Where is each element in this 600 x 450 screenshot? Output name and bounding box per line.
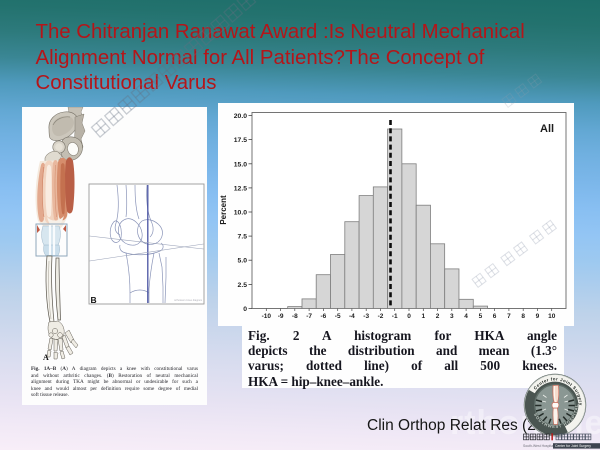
svg-text:-6: -6 (321, 313, 327, 320)
svg-text:7: 7 (507, 313, 511, 320)
svg-text:Center for Joint Surgery: Center for Joint Surgery (555, 444, 591, 448)
svg-text:15.0: 15.0 (234, 161, 247, 168)
svg-text:7.5: 7.5 (238, 234, 248, 241)
svg-text:South-West Hospital: South-West Hospital (523, 444, 554, 448)
svg-text:-9: -9 (278, 313, 284, 320)
svg-text:17.5: 17.5 (234, 137, 247, 144)
svg-text:B: B (91, 295, 97, 305)
svg-text:-10: -10 (262, 313, 272, 320)
svg-text:9: 9 (536, 313, 540, 320)
svg-text:A: A (43, 353, 49, 362)
svg-text:12.5: 12.5 (234, 185, 247, 192)
svg-text:2: 2 (436, 313, 440, 320)
svg-text:2.5: 2.5 (238, 282, 248, 289)
svg-text:0: 0 (407, 313, 411, 320)
svg-text:-5: -5 (335, 313, 341, 320)
svg-text:10.0: 10.0 (234, 210, 247, 217)
svg-text:4: 4 (464, 313, 468, 320)
svg-text:orthoteers knee diagram: orthoteers knee diagram (174, 298, 202, 302)
svg-text:5: 5 (479, 313, 483, 320)
svg-text:All: All (540, 123, 554, 135)
svg-text:5.0: 5.0 (238, 258, 248, 265)
svg-text:-4: -4 (349, 313, 355, 320)
svg-text:8: 8 (521, 313, 525, 320)
svg-text:20.0: 20.0 (234, 113, 247, 120)
svg-text:10: 10 (548, 313, 556, 320)
svg-text:0: 0 (243, 306, 247, 313)
svg-text:1: 1 (421, 313, 425, 320)
svg-text:3: 3 (450, 313, 454, 320)
svg-text:Percent: Percent (219, 195, 228, 225)
svg-text:-2: -2 (378, 313, 384, 320)
svg-text:-7: -7 (306, 313, 312, 320)
svg-text:-8: -8 (292, 313, 298, 320)
svg-text:-3: -3 (363, 313, 369, 320)
svg-text:-1: -1 (392, 313, 398, 320)
svg-text:6: 6 (493, 313, 497, 320)
